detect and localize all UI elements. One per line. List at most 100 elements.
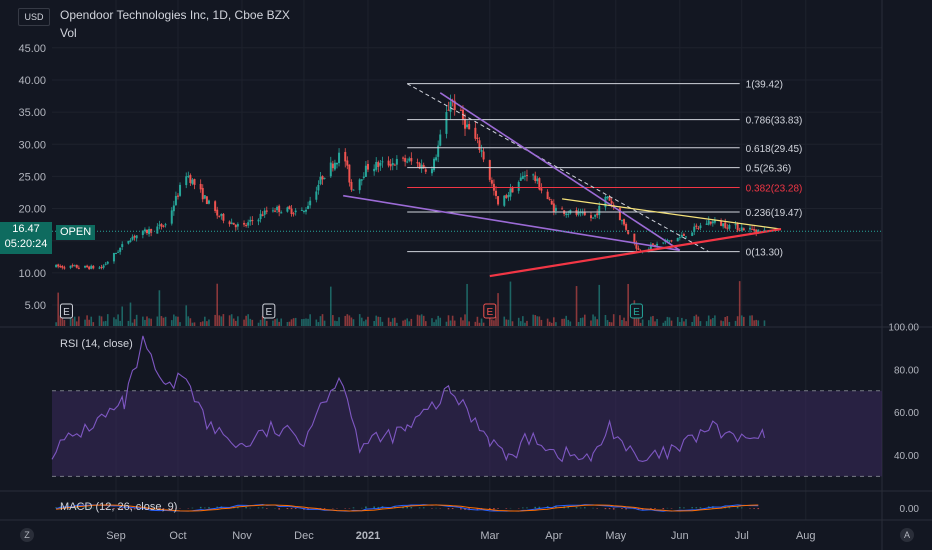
macd-histogram-bar [753, 508, 755, 509]
candle-body [321, 176, 324, 180]
price-tick-label: 25.00 [18, 171, 46, 183]
candle-body [577, 212, 580, 215]
candle-body [148, 229, 151, 235]
macd-histogram-bar [534, 506, 537, 509]
volume-bar [594, 316, 596, 326]
candle-body [482, 151, 485, 160]
macd-histogram-bar [352, 507, 355, 509]
macd-histogram-bar [612, 508, 615, 510]
volume-bar [608, 321, 611, 326]
macd-histogram-bar [344, 508, 347, 509]
last-price-value: 16.47 [12, 223, 40, 235]
volume-bar [418, 315, 421, 326]
volume-bar [722, 321, 724, 326]
macd-histogram-bar [476, 508, 479, 511]
macd-histogram-bar [373, 506, 375, 509]
candle-body [220, 213, 223, 216]
volume-bar [193, 322, 196, 326]
volume-bar [705, 321, 708, 326]
price-tick-label: 45.00 [18, 43, 46, 55]
volume-bar [317, 322, 320, 326]
volume-bar [532, 314, 534, 326]
candle-body [131, 236, 134, 240]
volume-bar [350, 317, 353, 326]
volume-bar [102, 321, 105, 326]
volume-bar [474, 321, 477, 326]
macd-histogram-bar [265, 508, 268, 509]
volume-bar [146, 316, 148, 326]
earnings-marker-label: E [633, 307, 640, 318]
volume-bar [278, 321, 280, 326]
candle-body [511, 187, 514, 193]
macd-histogram-bar [451, 508, 454, 510]
volume-bar [534, 315, 537, 326]
volume-bar [338, 317, 340, 326]
volume-bar [668, 317, 671, 326]
candle-body [699, 225, 702, 228]
candle-body [416, 162, 419, 164]
volume-bar [720, 320, 722, 326]
candle-body [323, 177, 326, 179]
volume-bar [736, 316, 739, 326]
candle-body [697, 227, 700, 229]
macd-histogram-bar [365, 506, 367, 509]
zoom-button[interactable]: Z [20, 528, 34, 542]
rsi-tick-label: 80.00 [894, 365, 919, 376]
rsi-tick-label: 40.00 [894, 451, 919, 462]
macd-histogram-bar [199, 506, 202, 509]
volume-bar [526, 320, 528, 326]
volume-bar [323, 320, 326, 326]
candle-body [133, 235, 136, 238]
candle-body [245, 224, 248, 226]
volume-bar [222, 314, 225, 326]
volume-bar [290, 319, 293, 326]
volume-bar [604, 314, 607, 326]
auto-scale-button[interactable]: A [900, 528, 914, 542]
volume-bar [315, 319, 318, 326]
volume-bar [121, 306, 124, 326]
macd-histogram-bar [162, 508, 165, 509]
volume-bar [301, 319, 303, 326]
candle-body [763, 229, 766, 231]
macd-histogram-bar [410, 507, 413, 509]
volume-bar [305, 318, 307, 326]
candle-body [335, 162, 338, 165]
time-axis-label: Aug [796, 530, 816, 542]
volume-bar [201, 321, 204, 326]
volume-bar [683, 321, 685, 326]
volume-bar [156, 316, 159, 326]
volume-bar [113, 317, 115, 326]
support-line [489, 228, 782, 278]
volume-bar [511, 321, 514, 326]
macd-histogram-bar [555, 506, 557, 509]
volume-bar [623, 317, 625, 326]
resistance-line [561, 198, 782, 230]
volume-bar [493, 320, 495, 326]
volume-bar [261, 315, 264, 326]
volume-bar [610, 322, 613, 326]
macd-histogram-bar [88, 507, 90, 509]
candle-body [494, 190, 497, 196]
volume-bar [555, 322, 557, 326]
volume-bar [546, 318, 549, 326]
candle-body [728, 224, 731, 229]
candle-body [141, 230, 144, 235]
volume-bar [422, 315, 425, 326]
candle-body [162, 225, 165, 227]
candle-body [278, 205, 281, 213]
candle-body [523, 175, 526, 177]
volume-bar [92, 322, 95, 326]
macd-histogram-bar [662, 508, 665, 510]
volume-bar [699, 321, 702, 326]
volume-bar [220, 316, 223, 326]
candle-body [662, 242, 665, 244]
volume-bar [451, 315, 454, 326]
candle-body [265, 210, 268, 212]
candle-body [121, 244, 124, 248]
candle-body [594, 214, 597, 217]
currency-button[interactable]: USD [18, 8, 50, 26]
candle-body [294, 210, 297, 213]
volume-bar [319, 316, 322, 326]
volume-bar [468, 321, 470, 326]
